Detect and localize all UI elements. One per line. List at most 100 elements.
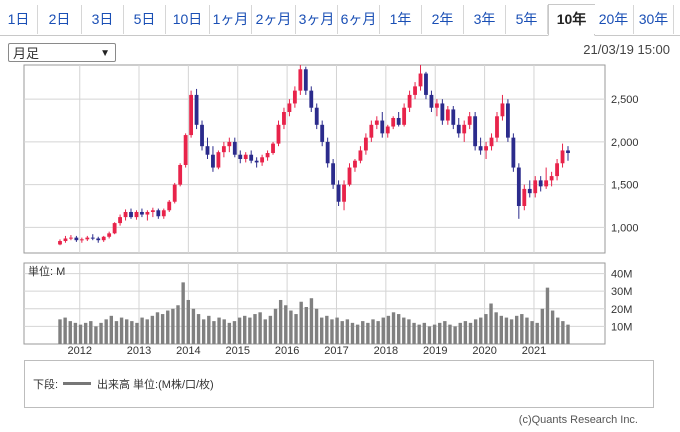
volume-bar-14 — [130, 321, 134, 344]
volume-bar-25 — [186, 299, 190, 344]
candle-body-66 — [418, 73, 423, 87]
candle-body-3 — [74, 237, 79, 241]
tab-15[interactable]: 30年 — [634, 5, 674, 34]
candle-body-15 — [140, 211, 144, 215]
volume-bar-28 — [201, 319, 206, 344]
tab-4[interactable]: 10日 — [166, 5, 210, 34]
volume-bar-87 — [504, 317, 509, 344]
volume-y-tick-3: 40M — [611, 269, 632, 281]
candle-body-29 — [216, 152, 221, 168]
tab-0[interactable]: 1日 — [0, 5, 38, 34]
candle-body-1 — [63, 238, 68, 242]
tab-9[interactable]: 1年 — [380, 5, 422, 34]
volume-bar-88 — [509, 319, 514, 344]
x-tick-0: 2012 — [68, 345, 92, 357]
volume-bar-89 — [514, 315, 519, 344]
volume-bar-30 — [212, 321, 216, 344]
candle-body-69 — [434, 103, 439, 108]
period-tab-bar: 1日 2日 3日 5日 10日 1ヶ月 2ヶ月 3ヶ月 6ヶ月 1年 2年 3年 5年 10年 20年 30年 — [0, 4, 680, 36]
candle-interval-select[interactable]: 月足 ▼ — [8, 43, 116, 62]
tab-13[interactable]: 10年 — [548, 4, 595, 36]
volume-bar-1 — [63, 317, 67, 344]
candle-body-25 — [194, 94, 199, 125]
tab-14[interactable]: 20年 — [594, 5, 634, 34]
candle-body-52 — [342, 184, 346, 202]
volume-bar-58 — [355, 324, 360, 344]
volume-bar-74 — [438, 322, 442, 344]
candle-body-23 — [183, 135, 188, 165]
candle-body-86 — [527, 188, 532, 194]
volume-bar-15 — [135, 322, 139, 344]
candle-body-31 — [227, 141, 232, 147]
volume-bar-51 — [319, 317, 324, 344]
volume-bar-50 — [314, 308, 319, 344]
volume-bar-31 — [217, 317, 221, 344]
volume-bar-83 — [484, 314, 488, 344]
candle-body-54 — [353, 160, 357, 168]
candle-body-56 — [363, 137, 368, 151]
volume-bar-10 — [109, 315, 114, 344]
volume-bar-21 — [166, 310, 170, 344]
candle-body-55 — [358, 150, 363, 161]
tab-10[interactable]: 2年 — [422, 5, 464, 34]
volume-bar-32 — [222, 319, 226, 344]
volume-bar-43 — [278, 299, 283, 344]
volume-bar-57 — [350, 322, 355, 344]
volume-bar-34 — [232, 321, 237, 344]
volume-bar-65 — [391, 312, 396, 344]
candle-body-45 — [303, 69, 308, 91]
tab-12[interactable]: 5年 — [506, 5, 548, 34]
x-tick-5: 2017 — [324, 345, 348, 357]
volume-bar-11 — [114, 321, 119, 344]
volume-bar-20 — [160, 314, 165, 344]
volume-bar-13 — [125, 319, 129, 344]
candle-body-4 — [79, 239, 84, 241]
x-tick-2: 2014 — [176, 345, 200, 357]
candle-body-44 — [298, 69, 303, 91]
candle-body-70 — [440, 103, 445, 121]
candle-body-24 — [189, 94, 194, 136]
volume-bar-96 — [550, 310, 555, 344]
candle-body-93 — [566, 150, 570, 154]
candle-body-21 — [172, 184, 177, 202]
volume-bar-92 — [530, 321, 534, 344]
tab-2[interactable]: 3日 — [82, 5, 124, 34]
candle-body-30 — [221, 146, 226, 153]
volume-bar-41 — [268, 315, 273, 344]
volume-bar-78 — [458, 322, 462, 344]
volume-bar-61 — [371, 319, 375, 344]
volume-bar-71 — [422, 322, 427, 344]
candle-body-17 — [150, 210, 155, 212]
tab-7[interactable]: 3ヶ月 — [296, 5, 338, 34]
tab-11[interactable]: 3年 — [464, 5, 506, 34]
candle-body-39 — [271, 143, 275, 154]
candle-body-40 — [276, 124, 281, 144]
tab-1[interactable]: 2日 — [38, 5, 82, 34]
candle-body-83 — [511, 137, 516, 168]
candle-body-18 — [156, 210, 161, 217]
candle-body-46 — [309, 90, 314, 108]
volume-bar-12 — [119, 317, 124, 344]
candle-body-11 — [118, 217, 122, 224]
candle-body-32 — [232, 141, 237, 155]
volume-bar-82 — [479, 317, 483, 344]
candle-body-51 — [336, 184, 341, 202]
candle-body-14 — [134, 211, 139, 218]
candle-body-16 — [145, 211, 150, 215]
tab-3[interactable]: 5日 — [124, 5, 166, 34]
volume-bar-86 — [499, 315, 503, 344]
volume-bar-80 — [468, 322, 473, 344]
volume-bar-95 — [545, 287, 550, 344]
volume-bar-60 — [366, 322, 370, 344]
candle-body-48 — [320, 124, 325, 142]
legend-box: 下段: 出来高 単位:(M株/口/枚) — [24, 360, 654, 408]
tab-6[interactable]: 2ヶ月 — [252, 5, 296, 34]
candle-interval-value: 月足 — [13, 46, 40, 61]
tab-8[interactable]: 6ヶ月 — [338, 5, 380, 34]
volume-bar-47 — [299, 301, 303, 344]
volume-bar-73 — [432, 324, 437, 344]
candle-body-61 — [391, 117, 396, 127]
volume-bar-72 — [427, 326, 432, 344]
tab-5[interactable]: 1ヶ月 — [210, 5, 252, 34]
candle-body-7 — [96, 238, 101, 241]
